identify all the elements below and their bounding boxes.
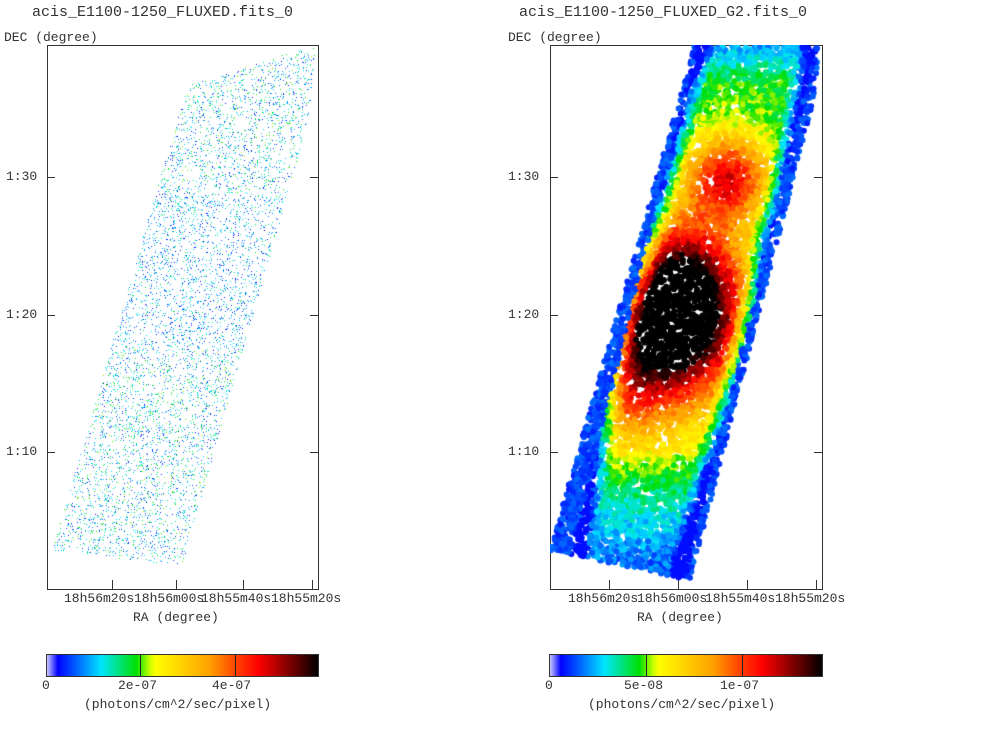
- colorbar-label: (photons/cm^2/sec/pixel): [588, 697, 776, 712]
- x-tick-label: 18h56m00s: [637, 591, 708, 606]
- axis-tick: [816, 580, 817, 589]
- axis-tick: [112, 580, 113, 589]
- axis-tick: [310, 177, 318, 178]
- x-tick-label: 18h55m40s: [201, 591, 272, 606]
- x-tick-label: 18h56m20s: [64, 591, 135, 606]
- axis-tick: [814, 315, 822, 316]
- y-axis-label: DEC (degree): [508, 30, 602, 45]
- colorbar-tick-label: 0: [42, 678, 50, 693]
- y-tick-label: 1:30: [6, 169, 38, 184]
- colorbar-tick-label: 2e-07: [118, 678, 158, 693]
- y-tick-label: 1:30: [508, 169, 540, 184]
- plot-title: acis_E1100-1250_FLUXED_G2.fits_0: [519, 4, 808, 21]
- x-tick-label: 18h55m20s: [775, 591, 846, 606]
- x-tick-label: 18h55m40s: [705, 591, 776, 606]
- y-axis-label: DEC (degree): [4, 30, 98, 45]
- y-tick-label: 1:10: [6, 444, 38, 459]
- colorbar-tick-label: 0: [545, 678, 553, 693]
- plot-title: acis_E1100-1250_FLUXED.fits_0: [32, 4, 294, 21]
- colorbar: [549, 654, 823, 677]
- axis-tick: [243, 580, 244, 589]
- axis-tick: [47, 315, 55, 316]
- axis-tick: [47, 452, 55, 453]
- axis-tick: [312, 580, 313, 589]
- colorbar-tick-label: 1e-07: [720, 678, 760, 693]
- y-tick-label: 1:10: [508, 444, 540, 459]
- axis-tick: [814, 452, 822, 453]
- axis-tick: [678, 580, 679, 589]
- x-tick-label: 18h56m20s: [568, 591, 639, 606]
- axis-tick: [550, 452, 558, 453]
- axis-tick: [609, 580, 610, 589]
- colorbar-tick-label: 5e-08: [624, 678, 664, 693]
- x-tick-label: 18h56m00s: [134, 591, 205, 606]
- axis-tick: [47, 177, 55, 178]
- sky-image[interactable]: [550, 45, 823, 590]
- sky-image[interactable]: [47, 45, 319, 590]
- axis-tick: [814, 177, 822, 178]
- x-axis-label: RA (degree): [133, 610, 219, 625]
- y-tick-label: 1:20: [508, 307, 540, 322]
- colorbar-tick-label: 4e-07: [212, 678, 252, 693]
- axis-tick: [550, 315, 558, 316]
- axis-tick: [310, 452, 318, 453]
- axis-tick: [176, 580, 177, 589]
- axis-tick: [747, 580, 748, 589]
- colorbar-label: (photons/cm^2/sec/pixel): [84, 697, 272, 712]
- y-tick-label: 1:20: [6, 307, 38, 322]
- axis-tick: [310, 315, 318, 316]
- x-axis-label: RA (degree): [637, 610, 723, 625]
- x-tick-label: 18h55m20s: [271, 591, 342, 606]
- colorbar: [46, 654, 319, 677]
- axis-tick: [550, 177, 558, 178]
